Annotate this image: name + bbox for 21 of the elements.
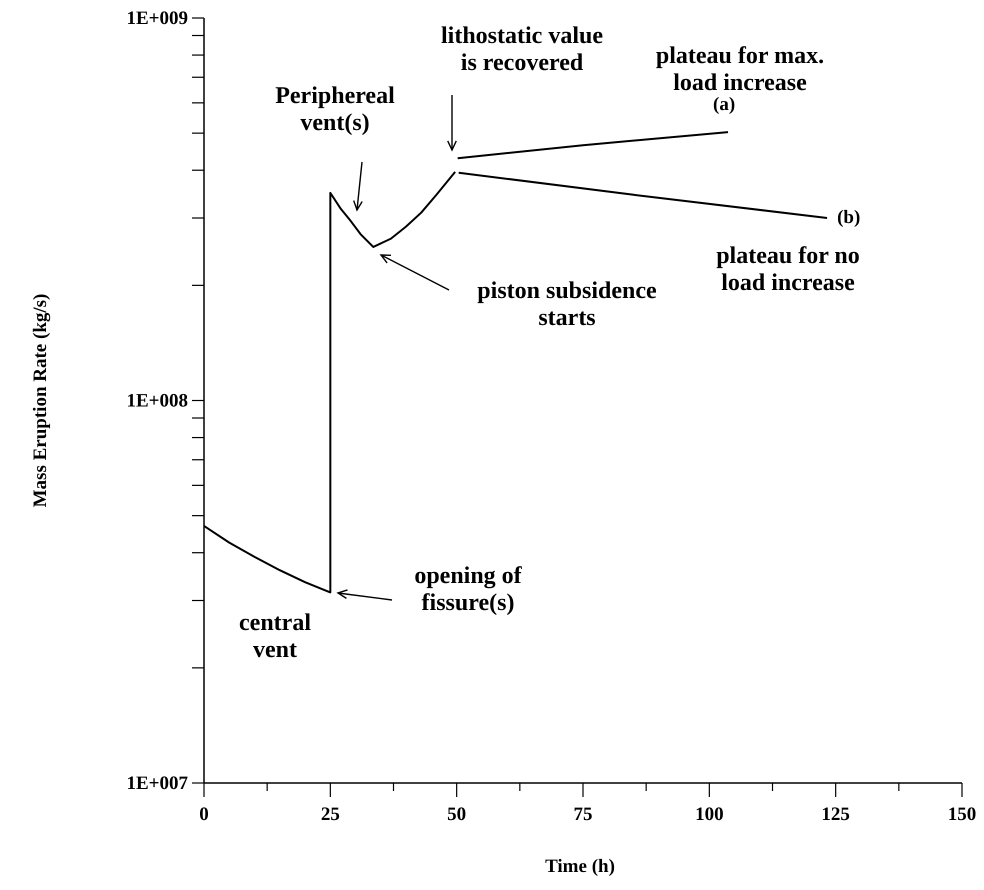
annotation: plateau for max. load increase xyxy=(656,43,824,96)
x-tick-label: 100 xyxy=(695,804,724,825)
x-axis-title: Time (h) xyxy=(545,856,615,877)
x-tick-label: 0 xyxy=(199,804,209,825)
y-tick-label: 1E+009 xyxy=(126,8,188,29)
annotation: opening of fissure(s) xyxy=(414,563,523,616)
y-tick-label: 1E+007 xyxy=(126,773,188,794)
y-tick-label: 1E+008 xyxy=(126,390,188,412)
annotation: plateau for no load increase xyxy=(716,243,860,296)
annotation: piston subsidence starts xyxy=(477,278,658,331)
x-tick-label: 125 xyxy=(821,804,850,825)
annotation: lithostatic value is recovered xyxy=(441,23,604,76)
annotation: Periphereal vent(s) xyxy=(275,83,396,136)
x-tick-label: 150 xyxy=(948,804,976,825)
series-label: (a) xyxy=(713,94,736,116)
x-tick-label: 50 xyxy=(447,804,466,825)
x-tick-label: 75 xyxy=(574,804,592,825)
series-label: (b) xyxy=(837,207,860,228)
annotation: central vent xyxy=(239,610,312,663)
y-axis-title: Mass Eruption Rate (kg/s) xyxy=(30,294,51,508)
x-tick-label: 25 xyxy=(320,804,340,825)
